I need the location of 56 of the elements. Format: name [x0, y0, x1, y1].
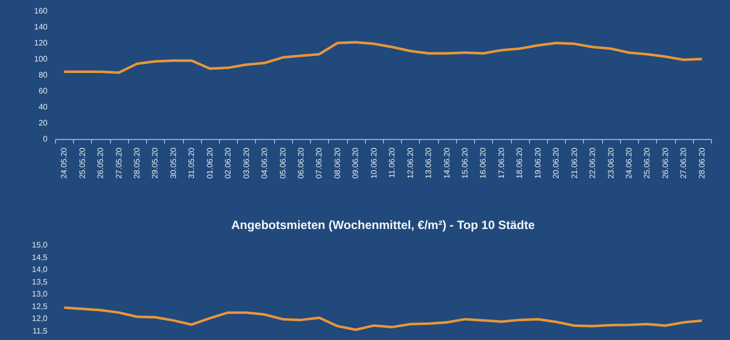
- x-tick-label: 04.06.20: [260, 146, 270, 179]
- x-tick-label: 26.06.20: [660, 146, 670, 179]
- y-tick-label: 80: [38, 70, 48, 80]
- x-tick-label: 25.06.20: [642, 146, 652, 179]
- x-tick-label: 09.06.20: [351, 146, 360, 179]
- x-tick-label: 20.06.20: [552, 146, 561, 179]
- x-tick-label: 17.06.20: [496, 146, 506, 179]
- x-tick-label: 23.06.20: [606, 146, 616, 179]
- y-tick-label: 14,0: [32, 265, 48, 274]
- x-tick-label: 30.05.20: [168, 146, 178, 179]
- y-tick-label: 14,5: [32, 252, 48, 262]
- x-tick-label: 11.06.20: [388, 146, 397, 178]
- x-tick-label: 10.06.20: [369, 146, 378, 179]
- line-series: [62, 306, 704, 331]
- x-tick-label: 16.06.20: [478, 146, 488, 179]
- x-tick-label: 22.06.20: [588, 146, 598, 179]
- x-tick-label: 21.06.20: [570, 146, 579, 179]
- x-tick-label: 01.06.20: [205, 146, 214, 179]
- y-tick-label: 40: [38, 102, 48, 112]
- y-tick-label: 12,5: [32, 302, 48, 311]
- x-tick-label: 26.05.20: [96, 146, 106, 179]
- x-tick-label: 28.06.20: [697, 146, 706, 179]
- x-tick-label: 27.06.20: [679, 146, 688, 179]
- x-tick-label: 02.06.20: [224, 146, 233, 179]
- x-tick-label: 06.06.20: [296, 146, 306, 179]
- x-tick-label: 13.06.20: [424, 146, 434, 179]
- y-tick-label: 13,5: [32, 277, 48, 286]
- y-tick-label: 13,0: [32, 290, 48, 299]
- y-tick-label: 60: [38, 86, 48, 96]
- y-tick-label: 120: [34, 38, 48, 48]
- x-tick-label: 05.06.20: [278, 146, 288, 179]
- x-tick-label: 12.06.20: [406, 146, 415, 179]
- chart-title: Angebotsmieten (Wochenmittel, €/m²) - Top 10 Städte: [231, 218, 536, 232]
- x-tick-label: 24.05.20: [60, 146, 69, 179]
- y-tick-label: 12,0: [32, 314, 48, 324]
- x-tick-label: 25.05.20: [78, 146, 87, 179]
- x-tick-label: 27.05.20: [114, 146, 124, 179]
- y-tick-label: 15,0: [32, 240, 48, 250]
- x-tick-label: 18.06.20: [515, 146, 524, 179]
- x-tick-label: 14.06.20: [442, 146, 452, 179]
- y-tick-label: 11,5: [32, 326, 48, 336]
- x-tick-label: 03.06.20: [242, 146, 251, 179]
- line-series: [62, 40, 704, 74]
- x-tick-label: 29.05.20: [150, 146, 160, 179]
- y-tick-label: 160: [34, 6, 48, 16]
- y-tick-label: 0: [43, 134, 48, 144]
- x-tick-label: 24.06.20: [624, 146, 634, 179]
- x-tick-label: 15.06.20: [460, 146, 470, 179]
- y-tick-label: 20: [38, 118, 48, 128]
- x-tick-label: 31.05.20: [187, 146, 196, 179]
- x-tick-label: 19.06.20: [533, 146, 542, 179]
- x-tick-label: 07.06.20: [314, 146, 324, 179]
- x-tick-label: 28.05.20: [132, 146, 142, 179]
- y-tick-label: 100: [34, 54, 48, 64]
- y-tick-label: 140: [34, 22, 48, 32]
- x-tick-label: 08.06.20: [332, 146, 342, 179]
